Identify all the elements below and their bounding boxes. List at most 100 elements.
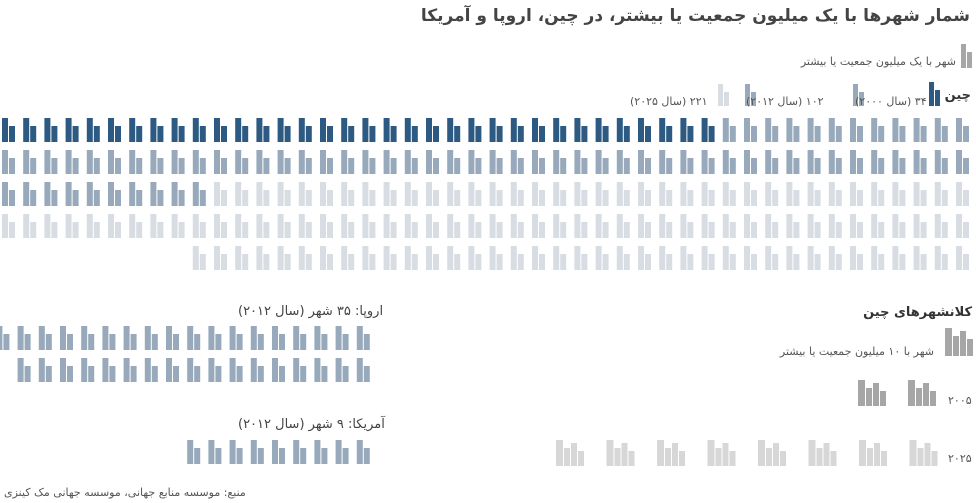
china-city-icon — [86, 214, 100, 238]
china-city-icon — [574, 182, 588, 206]
china-city-icon — [722, 150, 736, 174]
china-city-icon — [892, 182, 906, 206]
china-city-icon — [701, 118, 715, 142]
china-city-icon — [214, 182, 227, 206]
china-city-icon — [426, 150, 439, 174]
china-city-icon — [341, 182, 355, 206]
europe-city-icon — [356, 358, 370, 382]
china-city-icon — [722, 182, 736, 206]
china-city-icon — [298, 214, 312, 238]
china-city-icon — [362, 118, 376, 142]
europe-city-icon — [0, 326, 10, 350]
china-city-icon — [871, 182, 885, 206]
china-city-icon — [214, 246, 227, 270]
china-city-icon — [659, 214, 673, 238]
china-city-icon — [277, 118, 291, 142]
china-city-icon — [468, 150, 482, 174]
china-city-icon — [934, 214, 948, 238]
megacity-2025-icon — [556, 440, 584, 466]
china-city-icon — [192, 246, 206, 270]
china-city-icon — [256, 214, 270, 238]
china-city-icon — [2, 214, 15, 238]
china-city-icon — [23, 182, 37, 206]
china-city-icon — [150, 182, 164, 206]
legend-2000-icon — [853, 84, 864, 106]
china-city-icon — [553, 246, 567, 270]
america-city-icon — [229, 440, 243, 464]
china-city-icon — [341, 246, 355, 270]
megacity-2025-icon — [606, 440, 635, 466]
china-city-icon — [828, 246, 842, 270]
china-city-icon — [426, 246, 439, 270]
china-city-icon — [489, 182, 503, 206]
china-city-icon — [680, 214, 694, 238]
china-city-icon — [489, 246, 503, 270]
europe-city-icon — [60, 326, 73, 350]
china-city-icon — [383, 118, 397, 142]
china-city-icon — [744, 182, 757, 206]
china-city-icon — [786, 182, 800, 206]
europe-city-icon — [208, 326, 222, 350]
china-city-icon — [192, 150, 206, 174]
china-city-icon — [913, 150, 927, 174]
china-city-icon — [871, 246, 885, 270]
europe-city-icon — [17, 326, 31, 350]
america-city-icon — [335, 440, 349, 464]
china-city-icon — [150, 150, 164, 174]
europe-city-icon — [123, 358, 137, 382]
china-city-icon — [362, 150, 376, 174]
china-city-icon — [956, 118, 969, 142]
china-city-icon — [23, 150, 37, 174]
china-city-icon — [468, 246, 482, 270]
europe-city-icon — [250, 326, 264, 350]
china-city-icon — [722, 214, 736, 238]
china-city-icon — [2, 118, 15, 142]
china-city-icon — [256, 246, 270, 270]
china-city-icon — [65, 150, 79, 174]
china-city-icon — [807, 214, 821, 238]
china-city-icon — [192, 118, 206, 142]
china-city-icon — [786, 118, 800, 142]
china-city-icon — [383, 246, 397, 270]
china-city-icon — [701, 246, 715, 270]
china-city-icon — [404, 214, 418, 238]
china-city-icon — [913, 246, 927, 270]
china-city-icon — [447, 182, 461, 206]
china-city-icon — [404, 118, 418, 142]
china-city-icon — [447, 150, 461, 174]
china-city-icon — [553, 214, 567, 238]
europe-city-icon — [81, 358, 95, 382]
china-city-icon — [553, 118, 567, 142]
china-city-icon — [828, 150, 842, 174]
europe-city-icon — [17, 358, 31, 382]
china-city-icon — [65, 118, 79, 142]
china-city-icon — [2, 150, 15, 174]
china-city-icon — [744, 246, 757, 270]
europe-label: اروپا: ۳۵ شهر (سال ۲۰۱۲) — [238, 304, 384, 319]
china-city-icon — [383, 150, 397, 174]
china-city-icon — [956, 150, 969, 174]
china-city-icon — [680, 118, 694, 142]
china-city-icon — [468, 214, 482, 238]
america-city-icon — [208, 440, 222, 464]
china-city-icon — [701, 182, 715, 206]
china-city-icon — [235, 246, 249, 270]
china-city-icon — [913, 182, 927, 206]
china-label: چین — [944, 88, 971, 103]
china-city-icon — [638, 150, 651, 174]
america-city-icon — [187, 440, 201, 464]
europe-city-icon — [335, 326, 349, 350]
china-city-icon — [574, 246, 588, 270]
legend-2025-icon — [718, 84, 729, 106]
china-city-icon — [595, 150, 609, 174]
europe-city-icon — [102, 326, 116, 350]
china-city-icon — [214, 214, 227, 238]
china-city-icon — [65, 214, 79, 238]
china-city-icon — [171, 150, 185, 174]
china-city-icon — [828, 118, 842, 142]
china-city-icon — [913, 118, 927, 142]
china-city-icon — [850, 246, 863, 270]
europe-city-icon — [166, 326, 179, 350]
chart-title: شمار شهرها با یک میلیون جمعیت یا بیشتر، … — [420, 6, 970, 26]
china-city-icon — [298, 182, 312, 206]
